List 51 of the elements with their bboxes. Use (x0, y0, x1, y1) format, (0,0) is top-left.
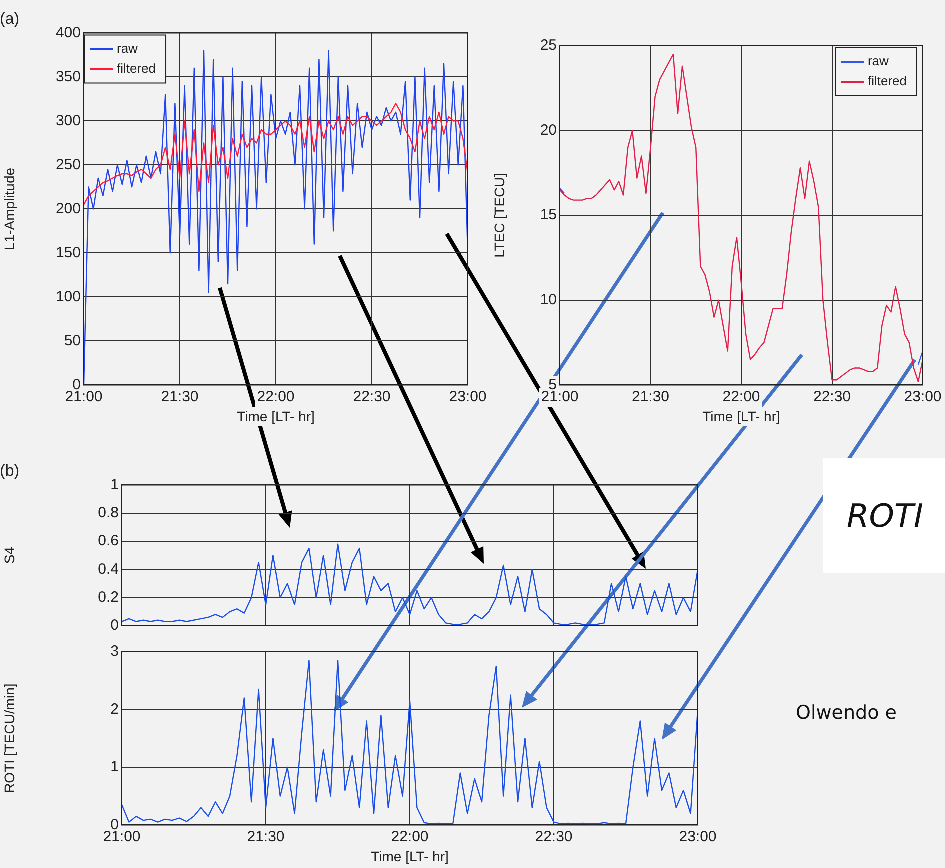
x-tick-label: 22:00 (722, 388, 760, 406)
y-tick-label: 10 (540, 292, 557, 309)
y-tick-label: 150 (56, 244, 81, 262)
legend-label: raw (117, 40, 139, 56)
x-tick-label: 21:00 (65, 388, 103, 406)
x-tick-label: 23:00 (904, 388, 942, 406)
x-axis-title: Time [LT- hr] (702, 408, 780, 424)
x-tick-label: 23:00 (449, 388, 487, 406)
x-axis-title: Time [LT- hr] (237, 408, 315, 424)
x-tick-label: 22:30 (353, 388, 391, 406)
y-tick-label: 0 (110, 617, 119, 634)
x-tick-label: 21:00 (103, 828, 141, 846)
y-tick-label: 0.8 (98, 504, 119, 522)
y-tick-label: 20 (540, 122, 557, 139)
y-tick-label: 350 (56, 68, 81, 86)
y-tick-label: 250 (56, 156, 81, 174)
y-tick-label: 200 (56, 200, 81, 218)
y-tick-label: 400 (56, 24, 81, 42)
y-tick-label: 50 (64, 332, 81, 350)
y-tick-label: 25 (540, 37, 557, 54)
y-tick-label: 1 (110, 758, 119, 776)
y-tick-label: 100 (56, 288, 81, 306)
x-tick-label: 21:30 (632, 388, 670, 406)
y-tick-label: 15 (540, 206, 557, 224)
x-tick-label: 23:00 (679, 828, 717, 846)
chart-title: (a) (0, 11, 20, 28)
y-axis-title: ROTI [TECU/min] (1, 684, 18, 794)
x-tick-label: 21:30 (247, 828, 285, 846)
y-axis-title: L1-Amplitude (1, 168, 18, 250)
x-tick-label: 22:00 (391, 828, 429, 846)
y-tick-label: 0.6 (98, 532, 119, 550)
text: Olwendo e (796, 702, 897, 724)
legend-label: filtered (868, 74, 908, 89)
x-tick-label: 21:00 (541, 388, 579, 406)
y-tick-label: 3 (110, 643, 119, 660)
y-tick-label: 2 (110, 700, 119, 718)
x-tick-label: 21:30 (161, 388, 199, 406)
legend-label: filtered (117, 60, 156, 76)
text: ROTI (823, 458, 945, 573)
y-tick-label: 1 (110, 476, 119, 494)
y-tick-label: 0.4 (98, 560, 119, 578)
x-tick-label: 22:30 (535, 828, 573, 846)
x-tick-label: 22:30 (813, 388, 852, 406)
x-tick-label: 22:00 (257, 388, 295, 406)
y-axis-title: LTEC [TECU] (491, 173, 508, 258)
y-axis-title: S4 (1, 546, 18, 564)
y-tick-label: 300 (56, 112, 81, 130)
chart-title: (b) (0, 463, 20, 480)
legend-label: raw (868, 54, 890, 69)
x-axis-title: Time [LT- hr] (371, 848, 449, 864)
y-tick-label: 0.2 (98, 588, 119, 606)
